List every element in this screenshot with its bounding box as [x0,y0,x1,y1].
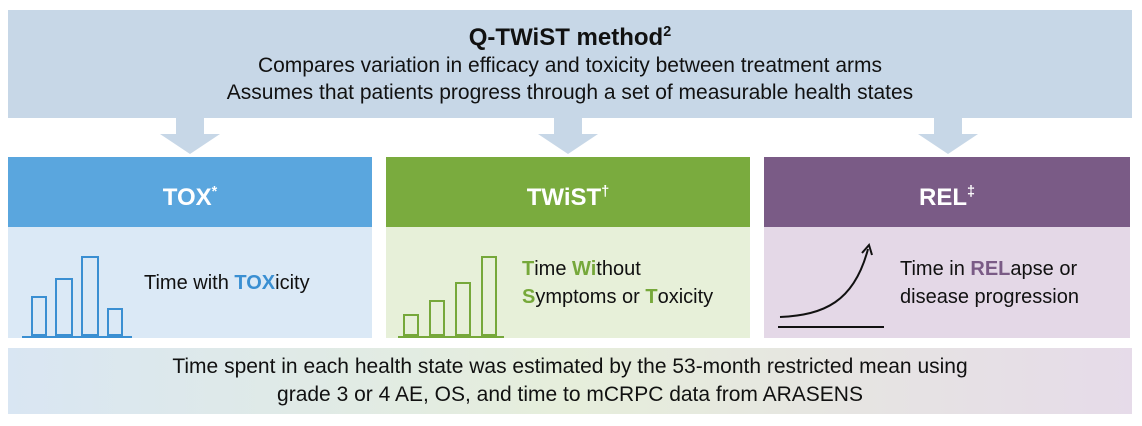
title-text: Q-TWiST method [468,24,664,51]
text-segment: ymptoms or [535,285,646,308]
text-segment: ime [534,257,573,280]
state-box: TOX* Time with TOXicity [8,157,372,338]
state-body: Time Without Symptoms or Toxicity [386,227,750,338]
text-line: Time with TOXicity [144,269,310,297]
text-line: Symptoms or Toxicity [522,283,713,311]
text-segment: Time with [144,271,235,294]
text-segment: apse or [1010,257,1078,280]
state-title: TOX [162,184,212,211]
curve-icon [778,242,884,328]
state-text: Time Without Symptoms or Toxicity [522,227,713,338]
footer-line: Time spent in each health state was esti… [172,355,968,378]
state-header: REL‡ [764,157,1130,227]
state-title: REL [918,184,967,211]
accent-text: T [522,257,535,280]
method-title: Q-TWiST method2 [8,24,1132,52]
accent-text: S [522,285,536,308]
state-box: REL‡ Time in RELapse or disease progressi… [764,157,1130,338]
state-text: Time in RELapse or disease progression [900,227,1079,338]
state-sup: * [211,184,218,200]
down-arrow [538,118,598,154]
state-text: Time with TOXicity [144,227,310,338]
state-box: TWiST† Time Without Symptoms or Toxicity [386,157,750,338]
text-segment: oxicity [657,285,714,308]
banner-line: Assumes that patients progress through a… [226,81,914,104]
down-arrow [918,118,978,154]
accent-text: Wi [572,257,597,280]
method-banner: Q-TWiST method2 Compares variation in ef… [8,10,1132,118]
state-body: Time with TOXicity [8,227,372,338]
text-segment: thout [596,257,641,280]
state-body: Time in RELapse or disease progression [764,227,1130,338]
state-header: TOX* [8,157,372,227]
text-line: Time Without [522,255,713,283]
footer-note: Time spent in each health state was esti… [8,348,1132,414]
text-segment: disease progression [900,285,1079,308]
down-arrow [160,118,220,154]
footer-line: grade 3 or 4 AE, OS, and time to mCRPC d… [277,383,863,406]
bar-icon [398,256,504,338]
state-header: TWiST† [386,157,750,227]
text-line: disease progression [900,283,1079,311]
state-sup: ‡ [966,184,975,200]
bar-icon [22,256,132,338]
banner-line: Compares variation in efficacy and toxic… [257,54,883,77]
state-sup: † [601,184,610,200]
accent-text: REL [970,257,1011,280]
state-title: TWiST [526,184,602,211]
title-sup: 2 [663,24,672,40]
text-line: Time in RELapse or [900,255,1079,283]
text-segment: icity [275,271,310,294]
accent-text: TOX [234,271,276,294]
accent-text: T [645,285,658,308]
text-segment: Time in [900,257,971,280]
